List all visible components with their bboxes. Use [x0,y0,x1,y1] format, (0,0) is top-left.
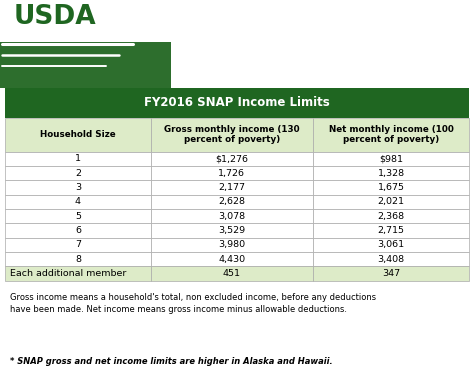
Text: 1,328: 1,328 [377,168,404,178]
Text: 6: 6 [75,226,81,235]
Bar [5,152,151,166]
Text: 2,628: 2,628 [219,197,246,206]
Text: 3,529: 3,529 [219,226,246,235]
Text: 3,061: 3,061 [377,240,404,249]
Bar [313,238,469,252]
Text: 451: 451 [223,269,241,278]
Bar [151,180,313,194]
Bar [151,118,313,152]
Bar [313,209,469,223]
Bar [5,238,151,252]
Bar [151,266,313,281]
Text: 1,726: 1,726 [219,168,246,178]
Text: 3,078: 3,078 [219,212,246,221]
Bar [313,180,469,194]
Text: 1,675: 1,675 [377,183,404,192]
Text: Gross monthly income (130
percent of poverty): Gross monthly income (130 percent of pov… [164,125,300,144]
Text: 2,368: 2,368 [377,212,404,221]
Text: $1,276: $1,276 [215,154,248,163]
Text: 2: 2 [75,168,81,178]
Text: 1: 1 [75,154,81,163]
Text: 347: 347 [382,269,400,278]
Text: 4,430: 4,430 [219,255,246,264]
Text: Gross income means a household's total, non excluded income, before any deductio: Gross income means a household's total, … [10,293,376,314]
Bar [5,252,151,266]
Bar [313,223,469,238]
Text: 8: 8 [75,255,81,264]
Text: FY2016 SNAP Income Limits: FY2016 SNAP Income Limits [144,96,330,109]
Text: 7: 7 [75,240,81,249]
Text: 5: 5 [75,212,81,221]
Text: USDA: USDA [14,3,96,29]
Bar [151,152,313,166]
Bar [151,209,313,223]
Bar [313,152,469,166]
Text: 2,021: 2,021 [377,197,404,206]
Text: * SNAP gross and net income limits are higher in Alaska and Hawaii.: * SNAP gross and net income limits are h… [10,357,333,366]
Bar [0,42,171,88]
Text: 3: 3 [75,183,81,192]
Text: Household Size: Household Size [40,130,116,139]
Bar [5,194,151,209]
Bar [5,266,151,281]
Bar [5,118,151,152]
Text: 2,715: 2,715 [377,226,404,235]
Bar [5,209,151,223]
Text: 4: 4 [75,197,81,206]
Bar [5,88,469,118]
Bar [5,223,151,238]
Bar [151,194,313,209]
Bar [313,166,469,180]
Text: 3,408: 3,408 [377,255,404,264]
Bar [5,180,151,194]
Bar [313,266,469,281]
Text: Net monthly income (100
percent of poverty): Net monthly income (100 percent of pover… [328,125,454,144]
Bar [313,118,469,152]
Text: 2,177: 2,177 [219,183,246,192]
Bar [151,166,313,180]
Bar [151,223,313,238]
Text: Each additional member: Each additional member [10,269,127,278]
Bar [313,194,469,209]
Bar [151,252,313,266]
Bar [5,166,151,180]
Text: $981: $981 [379,154,403,163]
Text: 3,980: 3,980 [219,240,246,249]
Bar [313,252,469,266]
Bar [151,238,313,252]
